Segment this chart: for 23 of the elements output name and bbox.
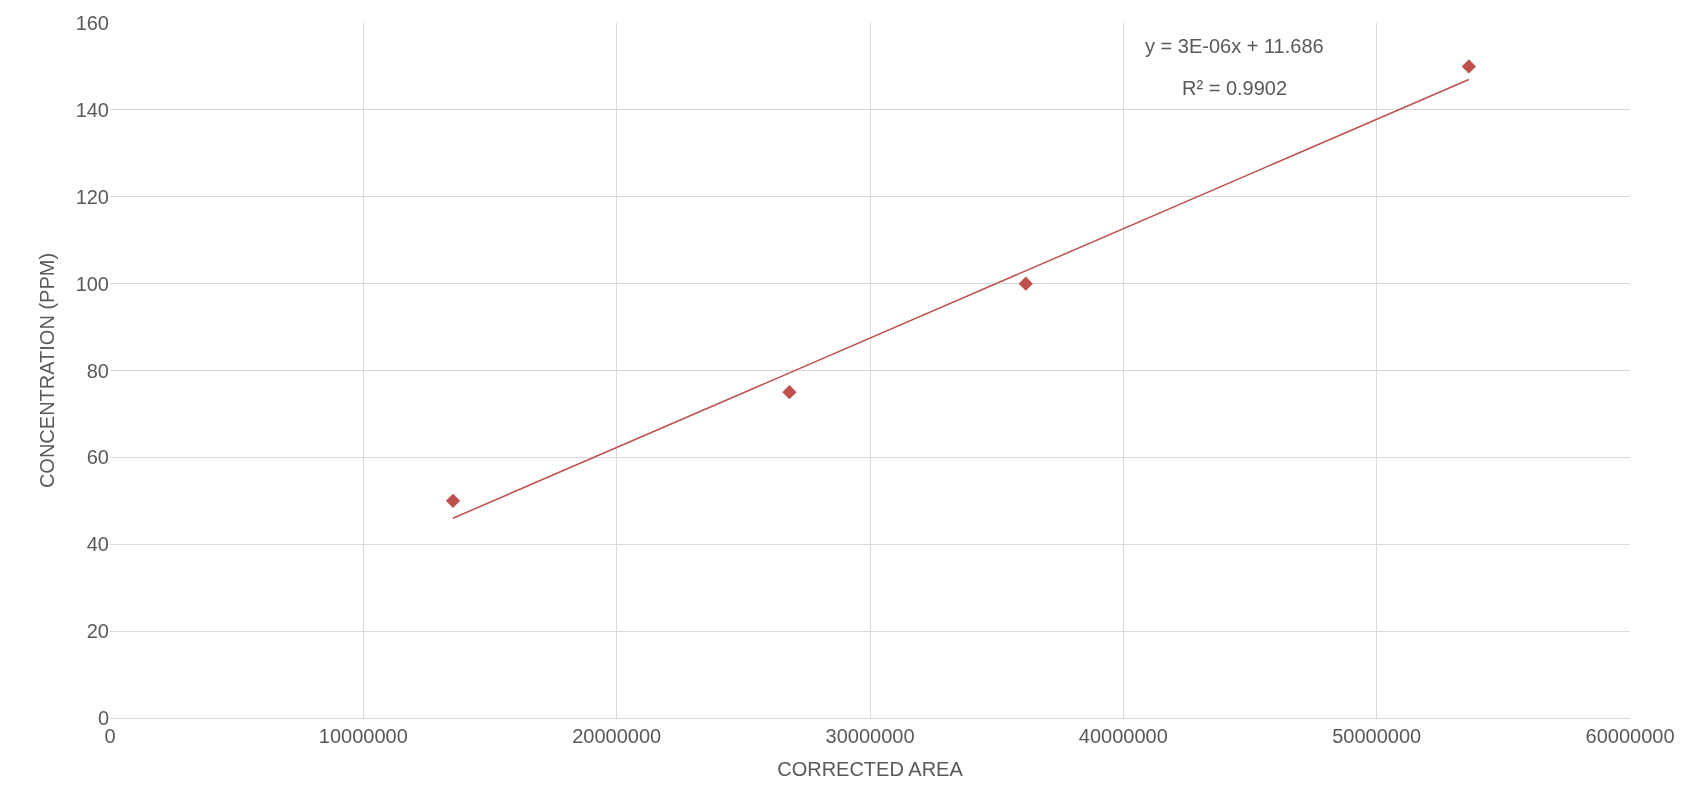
annotation: y = 3E-06x + 11.686 [1145,35,1324,57]
y-tick-label: 120 [75,185,109,208]
y-axis-title: CONCENTRATION (PPM) [36,252,59,489]
x-tick-label: 40000000 [1078,725,1168,747]
x-tick-label: 30000000 [825,725,915,747]
y-tick-label: 160 [75,12,109,34]
y-tick-label: 100 [75,272,109,295]
y-tick-label: 60 [86,446,109,469]
x-axis-title: CORRECTED AREA [777,757,964,780]
annotation: R² = 0.9902 [1182,77,1288,99]
point [1461,59,1477,74]
point [782,385,797,400]
y-tick-label: 80 [86,359,109,382]
y-tick-label: 20 [86,620,109,643]
point [445,493,461,508]
x-tick-label: 20000000 [572,725,662,747]
y-tick-label: 140 [75,98,109,121]
x-tick-label: 60000000 [1585,725,1675,747]
x-tick-label: 10000000 [318,725,408,747]
y-tick-label: 40 [86,533,109,556]
y-tick-label: 0 [97,707,109,729]
point [1018,276,1033,291]
x-tick-label: 50000000 [1332,725,1422,747]
